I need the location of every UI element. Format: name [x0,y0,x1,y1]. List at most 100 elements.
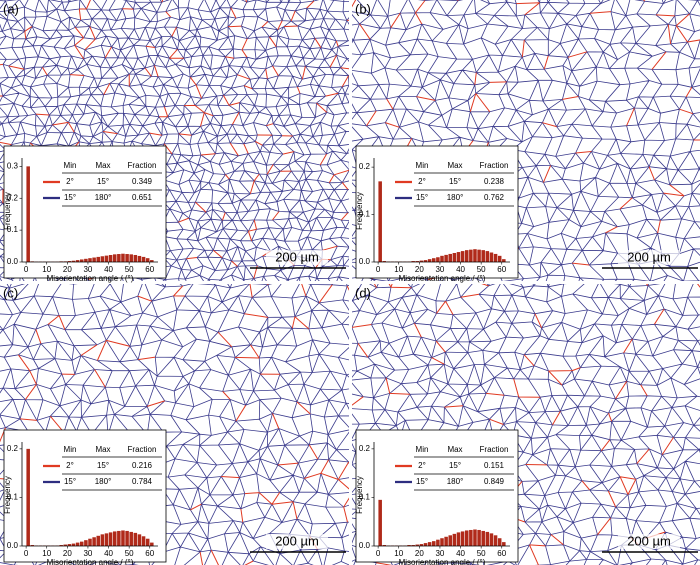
table-cell: 180° [447,193,464,202]
x-tick-label: 0 [376,549,381,558]
histogram-bar [125,254,129,262]
x-tick-label: 60 [145,549,154,558]
histogram-bar [84,258,88,262]
histogram-bar [423,543,428,546]
y-tick-label: 0.2 [7,444,19,453]
y-tick-label: 0.0 [7,257,19,266]
histogram-bar [452,533,457,546]
histogram-bar [489,533,494,546]
x-tick-label: 60 [497,549,506,558]
table-header: Min [416,445,429,454]
histogram-bar [497,538,502,546]
histogram-bar [493,535,498,546]
histogram-bar [489,252,494,262]
histogram-bar [137,534,142,546]
scale-bar-bg [618,250,680,265]
x-tick-label: 10 [394,549,403,558]
table-cell: 180° [447,477,464,486]
table-header: Fraction [480,445,509,454]
histogram-bar [133,532,138,546]
histogram-bar [415,261,420,262]
y-tick-label: 0.0 [7,541,19,550]
histogram-bar [464,530,469,546]
table-cell: 2° [66,177,74,186]
histogram-bar [104,255,109,262]
x-tick-label: 10 [394,265,403,274]
scale-bar-label: 200 µm [275,533,319,548]
histogram-bar [79,259,84,262]
histogram-bar [497,255,502,262]
table-header: Max [95,445,110,454]
y-tick-label: 0.2 [7,193,19,202]
histogram-bar [145,538,150,546]
x-tick-label: 50 [125,549,134,558]
histogram-bar [436,539,440,546]
x-tick-label: 10 [42,265,51,274]
x-tick-label: 20 [415,549,424,558]
histogram-bar [382,545,387,546]
histogram-bar [67,261,72,262]
table-header: Fraction [480,161,509,170]
table-cell: 0.216 [132,461,153,470]
histogram-bar [456,252,461,262]
x-tick-label: 50 [477,265,486,274]
table-cell: 15° [416,477,428,486]
histogram-bar [112,531,117,546]
x-tick-label: 0 [376,265,381,274]
x-tick-label: 30 [83,265,92,274]
table-cell: 15° [416,193,428,202]
histogram-bar [117,254,121,262]
histogram-bar [71,543,76,546]
histogram-bar [92,257,96,262]
y-axis-label: Frequency [3,192,12,230]
y-tick-label: 0.1 [7,225,19,234]
scale-bar-label: 200 µm [627,533,671,548]
histogram-bar [481,530,485,546]
histogram-bar [481,250,485,262]
y-axis-label: Frequency [3,476,12,514]
table-cell: 15° [64,193,76,202]
y-axis-label: Frequency [355,192,364,230]
histogram-bar [84,540,88,546]
table-cell: 0.238 [484,177,505,186]
histogram-bar [473,529,477,546]
y-tick-label: 0.0 [359,257,371,266]
histogram-bar [150,542,154,546]
x-tick-label: 30 [83,549,92,558]
histogram-bar [100,256,105,262]
histogram-bar [460,251,465,262]
histogram-bar [469,529,473,546]
histogram-bar [117,530,121,546]
table-cell: 0.784 [132,477,153,486]
histogram-bar [502,542,506,546]
x-tick-label: 10 [42,549,51,558]
histogram-bar [440,538,444,546]
histogram-bar [452,252,457,262]
histogram-bar [121,253,125,262]
panel: (b) 200 µm 0 10 20 30 40 50 60 0.0 0.1 0.2 Misorient… [352,0,700,283]
histogram-bar [493,253,498,262]
table-header: Max [95,161,110,170]
y-tick-label: 0.2 [359,162,371,171]
scale-bar-bg [618,534,680,549]
histogram-bar [485,531,490,546]
table-cell: 15° [97,461,109,470]
panel: (a) 200 µm 0 10 20 30 40 50 60 0.0 0.1 0.2 0.3 Misori… [0,0,349,283]
table-cell: 0.651 [132,193,153,202]
histogram-bar [477,249,481,262]
y-tick-label: 0.0 [359,541,371,550]
histogram-bar [129,254,133,262]
histogram-bar [419,544,424,546]
y-tick-label: 0.3 [7,161,19,170]
histogram-bar [460,531,465,546]
histogram-bar [378,499,382,546]
x-tick-label: 20 [63,549,72,558]
histogram-bar [141,256,146,262]
histogram-bar [469,249,473,262]
histogram-bar [145,258,150,262]
histogram-bar [415,544,420,546]
scale-bar-bg [266,250,328,265]
histogram-bar [419,260,424,262]
table-cell: 15° [449,461,461,470]
table-header: Min [416,161,429,170]
